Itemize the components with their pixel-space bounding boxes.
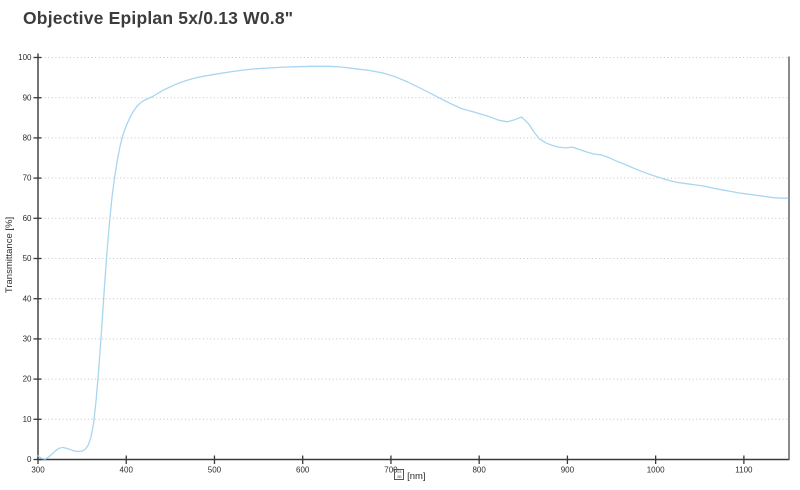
y-tick-label: 30 (23, 335, 32, 344)
y-tick-label: 50 (23, 254, 32, 263)
y-tick-label: 70 (23, 174, 32, 183)
x-tick-label: 500 (208, 466, 222, 475)
y-tick-label: 20 (23, 375, 32, 384)
y-tick-label: 80 (23, 134, 32, 143)
y-tick-label: 10 (23, 415, 32, 424)
x-axis-unit: [nm] (407, 471, 426, 482)
chart-title: Objective Epiplan 5x/0.13 W0.8" (23, 8, 294, 28)
y-tick-label: 60 (23, 214, 32, 223)
x-tick-label: 600 (296, 466, 310, 475)
x-tick-label: 1100 (735, 466, 753, 475)
y-tick-label: 0 (27, 455, 32, 464)
x-tick-label: 900 (561, 466, 575, 475)
missing-glyph-box: 03 BB (394, 469, 405, 480)
y-axis-label: Transmittance [%] (4, 216, 15, 294)
x-tick-label: 700 (384, 466, 398, 475)
y-tick-label: 100 (18, 53, 32, 62)
y-tick-label: 90 (23, 93, 32, 102)
transmittance-curve (37, 65, 789, 460)
x-tick-label: 400 (120, 466, 134, 475)
y-tick-label: 40 (23, 294, 32, 303)
x-tick-label: 800 (472, 466, 486, 475)
x-axis-label: 03 BB [nm] (350, 469, 470, 483)
x-tick-label: 1000 (647, 466, 665, 475)
x-tick-label: 300 (31, 466, 45, 475)
